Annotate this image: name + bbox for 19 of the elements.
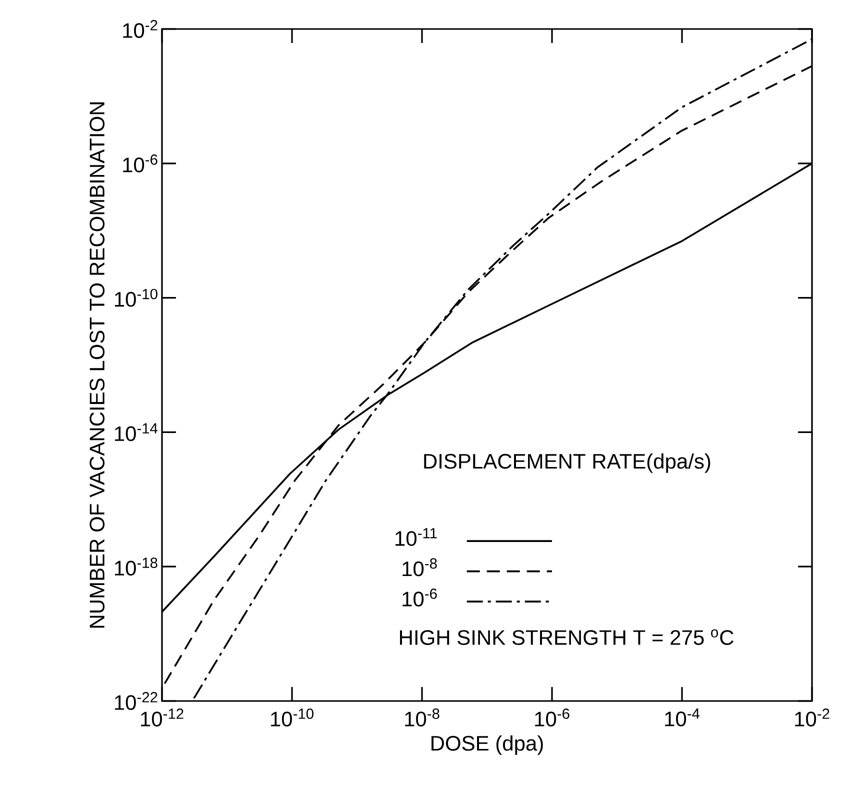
x-tick-label: 10$^{-8}$ bbox=[405, 708, 440, 726]
x-tick-label: 10$^{-12}$ bbox=[141, 708, 184, 726]
legend-title: DISPLACEMENT RATE(dpa/s) bbox=[424, 453, 710, 473]
y-tick-label: 10$^{-14}$ bbox=[114, 423, 158, 442]
legend-label: 10$^{-6}$ bbox=[402, 588, 437, 606]
x-tick-label: 10$^{-2}$ bbox=[795, 708, 830, 726]
x-axis-title: DOSE (dpa) bbox=[432, 735, 543, 755]
y-tick-label: 10$^{-18}$ bbox=[114, 558, 158, 576]
x-tick-label: 10$^{-6}$ bbox=[535, 708, 570, 726]
y-axis-title: NUMBER OF VACANCIES LOST TO RECOMBINATION bbox=[90, 102, 105, 628]
y-tick-label: 10$^{-2}$ bbox=[123, 20, 158, 38]
x-tick-label: 10$^{-10}$ bbox=[271, 708, 314, 726]
legend-label: 10$^{-11}$ bbox=[396, 528, 437, 546]
annotation: HIGH SINK STRENGTH T = 275 $^{o}$C bbox=[400, 629, 734, 645]
y-tick-label: 10$^{-22}$ bbox=[114, 692, 158, 710]
y-tick-label: 10$^{-6}$ bbox=[123, 154, 158, 172]
x-tick-label: 10$^{-4}$ bbox=[665, 708, 700, 726]
y-tick-label: 10$^{-10}$ bbox=[114, 288, 158, 307]
legend-label: 10$^{-8}$ bbox=[402, 558, 437, 576]
